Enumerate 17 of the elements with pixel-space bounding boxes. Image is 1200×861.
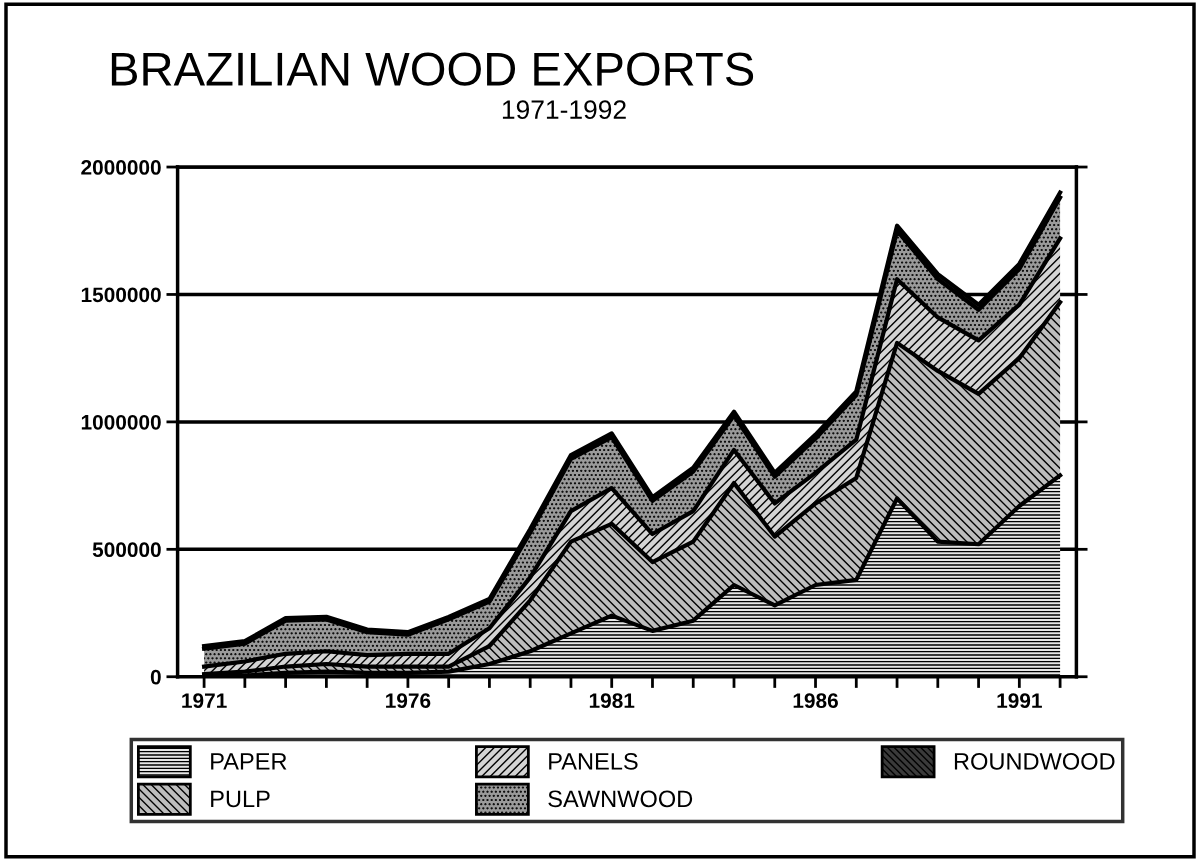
y-tick-label: 1000000 (81, 414, 161, 430)
y-tick-label: 500000 (92, 542, 161, 558)
y-tick-label: 2000000 (81, 160, 161, 175)
x-tick-label: 1976 (386, 693, 431, 709)
legend-label: SAWNWOOD (548, 790, 693, 808)
x-tick-label: 1981 (589, 693, 635, 709)
legend-label: PAPER (211, 753, 287, 770)
legend-label: PANELS (549, 753, 638, 770)
x-tick-label: 1971 (182, 693, 227, 709)
x-tick-label: 1986 (793, 693, 838, 709)
x-tick-label: 1991 (997, 693, 1042, 709)
y-tick-label: 1500000 (81, 287, 161, 303)
y-tick-label: 0 (150, 669, 161, 685)
chart-subtitle: 1971-1992 (502, 100, 626, 120)
legend-label: PULP (211, 790, 270, 808)
chart-title: BRAZILIAN WOOD EXPORTS (111, 52, 754, 86)
legend-label: ROUNDWOOD (954, 753, 1115, 770)
